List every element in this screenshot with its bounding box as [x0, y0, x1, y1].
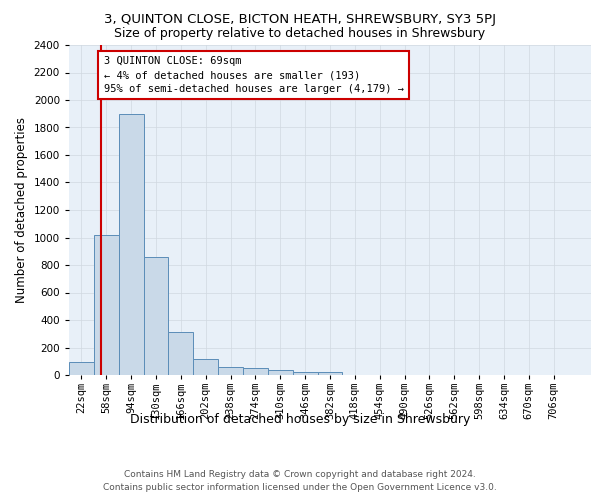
Bar — [143, 257, 169, 375]
Bar — [119, 114, 143, 375]
Bar — [317, 372, 343, 375]
Bar — [293, 372, 317, 375]
Text: Contains HM Land Registry data © Crown copyright and database right 2024.: Contains HM Land Registry data © Crown c… — [124, 470, 476, 479]
Text: 3 QUINTON CLOSE: 69sqm
← 4% of detached houses are smaller (193)
95% of semi-det: 3 QUINTON CLOSE: 69sqm ← 4% of detached … — [104, 56, 404, 94]
Bar — [218, 367, 243, 375]
Text: Contains public sector information licensed under the Open Government Licence v3: Contains public sector information licen… — [103, 482, 497, 492]
Bar — [268, 370, 293, 375]
Bar — [69, 362, 94, 375]
Bar — [193, 358, 218, 375]
Bar — [94, 235, 119, 375]
Text: Distribution of detached houses by size in Shrewsbury: Distribution of detached houses by size … — [130, 412, 470, 426]
Text: Size of property relative to detached houses in Shrewsbury: Size of property relative to detached ho… — [115, 28, 485, 40]
Text: 3, QUINTON CLOSE, BICTON HEATH, SHREWSBURY, SY3 5PJ: 3, QUINTON CLOSE, BICTON HEATH, SHREWSBU… — [104, 12, 496, 26]
Bar — [169, 332, 193, 375]
Bar — [243, 368, 268, 375]
Y-axis label: Number of detached properties: Number of detached properties — [15, 117, 28, 303]
